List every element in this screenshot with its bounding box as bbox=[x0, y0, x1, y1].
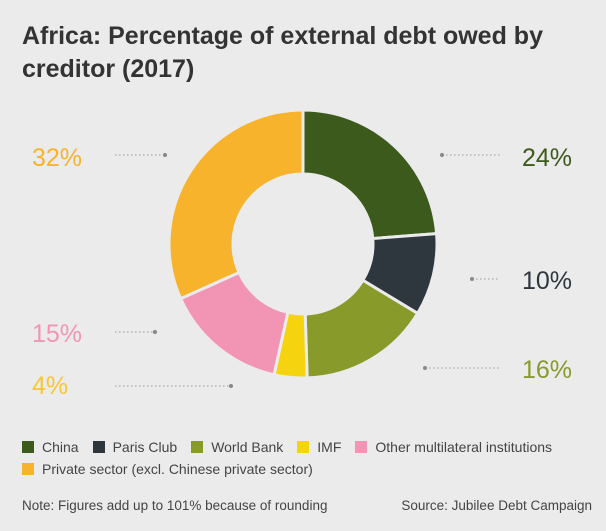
chart-title: Africa: Percentage of external debt owed… bbox=[22, 22, 543, 83]
legend-item: China bbox=[22, 436, 79, 458]
legend-swatch bbox=[191, 441, 204, 453]
leader-dot bbox=[440, 153, 444, 157]
leader-dot bbox=[423, 366, 427, 370]
slice-china bbox=[301, 108, 439, 241]
data-label: 15% bbox=[32, 320, 82, 348]
data-label: 16% bbox=[522, 356, 572, 384]
legend-item: Paris Club bbox=[92, 436, 178, 458]
footnote: Note: Figures add up to 101% because of … bbox=[22, 498, 328, 513]
leader-dot bbox=[229, 384, 233, 388]
legend-label: IMF bbox=[317, 439, 342, 455]
legend-label: World Bank bbox=[211, 439, 284, 455]
leader-dot bbox=[163, 153, 167, 157]
legend-item: Other multilateral institutions bbox=[355, 436, 552, 458]
legend-item: IMF bbox=[297, 436, 341, 458]
source-credit: Source: Jubilee Debt Campaign bbox=[401, 498, 592, 513]
legend-label: Private sector (excl. Chinese private se… bbox=[42, 461, 313, 477]
data-label: 24% bbox=[522, 144, 572, 172]
legend-swatch bbox=[22, 463, 34, 475]
data-label: 32% bbox=[32, 144, 82, 172]
legend-item: Private sector (excl. Chinese private se… bbox=[22, 458, 313, 480]
data-label: 10% bbox=[522, 267, 572, 295]
leader-dot bbox=[470, 277, 474, 281]
legend-swatch bbox=[297, 441, 310, 453]
data-label: 4% bbox=[32, 372, 68, 400]
legend-item: World Bank bbox=[191, 436, 283, 458]
legend-swatch bbox=[22, 441, 34, 453]
legend-label: China bbox=[42, 439, 79, 455]
legend-label: Other multilateral institutions bbox=[375, 439, 553, 455]
legend-label: Paris Club bbox=[112, 439, 178, 455]
leader-dot bbox=[153, 330, 157, 334]
legend: China Paris Club World Bank IMF Other multil… bbox=[22, 436, 602, 480]
legend-swatch bbox=[92, 441, 105, 453]
legend-swatch bbox=[355, 441, 368, 453]
slice-private-sector-excl-chinese-private-sector bbox=[167, 108, 305, 301]
